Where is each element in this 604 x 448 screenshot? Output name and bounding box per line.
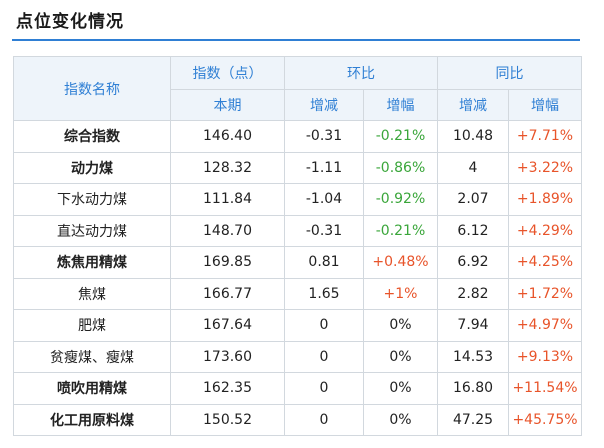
row-yoy-pct: +1.89% [508,183,582,216]
page-title: 点位变化情况 [16,12,124,32]
row-mom-pct: -0.21% [363,120,438,153]
row-yoy-pct: +4.29% [508,214,582,247]
row-name: 焦煤 [13,277,171,310]
row-yoy-change: 16.80 [437,372,509,405]
row-current-value: 169.85 [170,246,285,279]
table-row: 焦煤 166.77 1.65 +1% 2.82 +1.72% [13,277,582,310]
row-current-value: 150.52 [170,403,285,436]
title-underline [12,39,580,41]
row-current-value: 128.32 [170,151,285,184]
row-mom-pct: -0.92% [363,183,438,216]
row-name: 炼焦用精煤 [13,246,171,279]
row-name: 贫瘦煤、瘦煤 [13,340,171,373]
row-mom-change: 0.81 [284,246,364,279]
row-mom-pct: +1% [363,277,438,310]
table-body: 综合指数 146.40 -0.31 -0.21% 10.48 +7.71% 动力煤 128.3… [13,120,582,436]
header-index-name: 指数名称 [13,56,171,121]
table-row: 动力煤 128.32 -1.11 -0.86% 4 +3.22% [13,151,582,184]
row-yoy-change: 10.48 [437,120,509,153]
row-mom-change: -1.11 [284,151,364,184]
table-row: 下水动力煤 111.84 -1.04 -0.92% 2.07 +1.89% [13,183,582,216]
row-yoy-change: 2.07 [437,183,509,216]
row-name: 直达动力煤 [13,214,171,247]
row-yoy-pct: +9.13% [508,340,582,373]
row-current-value: 148.70 [170,214,285,247]
row-yoy-pct: +11.54% [508,372,582,405]
row-name: 动力煤 [13,151,171,184]
row-yoy-pct: +4.25% [508,246,582,279]
row-yoy-pct: +1.72% [508,277,582,310]
row-yoy-change: 47.25 [437,403,509,436]
row-yoy-pct: +3.22% [508,151,582,184]
row-yoy-change: 14.53 [437,340,509,373]
row-mom-change: -1.04 [284,183,364,216]
row-mom-change: 0 [284,340,364,373]
table-row: 化工用原料煤 150.52 0 0% 47.25 +45.75% [13,403,582,436]
row-mom-pct: +0.48% [363,246,438,279]
table-row: 肥煤 167.64 0 0% 7.94 +4.97% [13,309,582,342]
header-index-points: 指数（点） [170,56,285,90]
row-mom-change: -0.31 [284,120,364,153]
row-yoy-change: 4 [437,151,509,184]
table-row: 炼焦用精煤 169.85 0.81 +0.48% 6.92 +4.25% [13,246,582,279]
header-current-period: 本期 [170,89,285,121]
row-yoy-change: 6.92 [437,246,509,279]
row-name: 肥煤 [13,309,171,342]
header-yoy-change: 增减 [437,89,509,121]
row-mom-pct: -0.21% [363,214,438,247]
row-yoy-change: 2.82 [437,277,509,310]
table-row: 直达动力煤 148.70 -0.31 -0.21% 6.12 +4.29% [13,214,582,247]
row-mom-change: 0 [284,309,364,342]
row-mom-change: -0.31 [284,214,364,247]
row-mom-pct: 0% [363,372,438,405]
header-mom-change: 增减 [284,89,364,121]
row-name: 化工用原料煤 [13,403,171,436]
row-current-value: 162.35 [170,372,285,405]
row-mom-change: 0 [284,372,364,405]
row-mom-pct: 0% [363,340,438,373]
row-mom-pct: 0% [363,403,438,436]
header-mom-pct: 增幅 [363,89,438,121]
row-mom-change: 1.65 [284,277,364,310]
row-name: 喷吹用精煤 [13,372,171,405]
row-name: 下水动力煤 [13,183,171,216]
header-mom-group: 环比 [284,56,438,90]
row-current-value: 167.64 [170,309,285,342]
row-current-value: 166.77 [170,277,285,310]
row-yoy-pct: +7.71% [508,120,582,153]
row-current-value: 173.60 [170,340,285,373]
table-header: 指数名称 指数（点） 环比 同比 本期 增减 增幅 增减 增幅 [13,56,582,121]
row-yoy-pct: +4.97% [508,309,582,342]
row-mom-pct: 0% [363,309,438,342]
header-yoy-pct: 增幅 [508,89,582,121]
row-yoy-change: 6.12 [437,214,509,247]
row-current-value: 146.40 [170,120,285,153]
table-row: 贫瘦煤、瘦煤 173.60 0 0% 14.53 +9.13% [13,340,582,373]
row-mom-change: 0 [284,403,364,436]
row-name: 综合指数 [13,120,171,153]
row-yoy-pct: +45.75% [508,403,582,436]
table-row: 综合指数 146.40 -0.31 -0.21% 10.48 +7.71% [13,120,582,153]
row-mom-pct: -0.86% [363,151,438,184]
index-change-table: 指数名称 指数（点） 环比 同比 本期 增减 增幅 增减 增幅 综合指数 146.… [13,56,582,436]
table-row: 喷吹用精煤 162.35 0 0% 16.80 +11.54% [13,372,582,405]
row-yoy-change: 7.94 [437,309,509,342]
header-yoy-group: 同比 [437,56,582,90]
row-current-value: 111.84 [170,183,285,216]
